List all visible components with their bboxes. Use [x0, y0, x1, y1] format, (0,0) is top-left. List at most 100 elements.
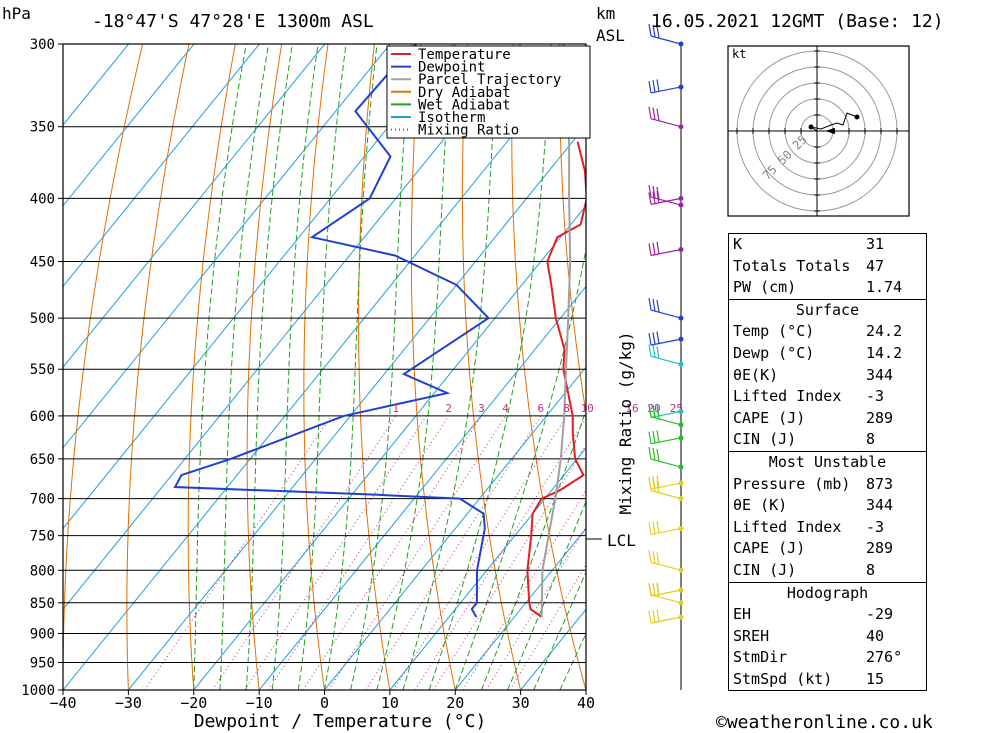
y-tick-label: 500: [30, 311, 55, 327]
y-tick-label: 400: [30, 191, 55, 207]
y-tick-label: 650: [30, 452, 55, 468]
wind-barb-feather: [656, 584, 660, 597]
legend-label: Dewpoint: [418, 60, 485, 76]
mu-cape-label: CAPE (J): [733, 539, 806, 558]
wind-barb-feather: [652, 185, 656, 199]
wind-barb: [648, 404, 682, 426]
theta-label: θE(K): [733, 365, 779, 384]
isotherm-line: [63, 44, 391, 449]
isotherm-line: [258, 285, 586, 690]
wind-barb-staff: [650, 35, 682, 45]
wind-barb-feather: [652, 479, 656, 492]
copyright[interactable]: ©weatheronline.co.uk: [716, 712, 933, 733]
y-tick-label: 300: [30, 37, 55, 53]
isobar-lines: [58, 43, 586, 691]
surface-title: Surface: [795, 300, 860, 319]
wind-barb-feather: [648, 192, 652, 205]
wind-barb: [648, 430, 682, 445]
wet-adiabat-line: [324, 44, 378, 690]
wind-barb-staff: [650, 86, 682, 94]
most-unstable-title: Most Unstable: [768, 452, 887, 471]
wind-barb-feather: [656, 520, 660, 534]
hpa-label: hPa: [2, 4, 31, 23]
indices-panel: K 31 Totals Totals 47 PW (cm) 1.74 Surface …: [728, 233, 927, 692]
wind-barb-feather: [652, 447, 656, 461]
wind-barb-feather: [652, 610, 656, 623]
wind-barb-feather: [652, 332, 656, 345]
isotherm-line: [324, 366, 586, 690]
li-label: Lifted Index: [733, 387, 842, 406]
wind-barb-feather: [656, 475, 660, 488]
x-tick-label: 10: [381, 694, 399, 712]
wind-barb-feather: [656, 108, 660, 121]
wind-barb-feather: [656, 448, 660, 462]
tt-label: Totals Totals: [733, 256, 851, 275]
dry-adiabat-line: [63, 44, 144, 690]
dry-adiabat-line: [559, 44, 586, 416]
wind-barb-feather: [652, 521, 656, 534]
mixing-ratio-label: 3: [478, 402, 485, 415]
wind-barb-staff: [650, 410, 682, 419]
mixing-ratio-line: [328, 415, 506, 690]
wind-barb-staff: [650, 118, 682, 128]
legend-label: Isotherm: [418, 110, 485, 126]
wind-barb-feather: [648, 80, 652, 94]
wind-barb-feather: [652, 242, 656, 255]
dry-adiabat-line: [358, 44, 391, 690]
profile-lines: [173, 44, 586, 618]
tt-value: 47: [866, 256, 885, 275]
wind-barb: [648, 184, 682, 206]
wet-adiabat-line: [507, 500, 586, 690]
stmspd-label: StmSpd (kt): [733, 669, 833, 688]
mu-li-value: -3: [866, 517, 885, 536]
y-tick-label: 700: [30, 492, 55, 508]
y-tick-label: 800: [30, 563, 55, 579]
wind-barb: [648, 582, 682, 604]
cape-value: 289: [866, 408, 894, 427]
mixing-ratio-label: 6: [537, 402, 544, 415]
km-label: km: [596, 4, 615, 23]
wind-barb-staff: [650, 338, 682, 346]
wind-barb: [648, 446, 682, 468]
wind-barb-feather: [656, 346, 660, 359]
wind-barb-staff: [650, 196, 682, 206]
y-tick-label: 350: [30, 120, 55, 136]
dewp-label: Dewp (°C): [733, 343, 815, 362]
wind-barb-feather: [648, 446, 652, 460]
dry-adiabat-line: [246, 44, 283, 690]
dry-adiabat-line: [126, 44, 190, 690]
mixing-ratio-label: 8: [563, 402, 570, 415]
x-tick-label: 40: [577, 694, 595, 712]
isotherm-line: [63, 44, 522, 611]
mixing-ratio-label: 10: [581, 402, 594, 415]
asl-label: ASL: [596, 26, 625, 45]
wind-barb: [648, 520, 682, 536]
y-tick-label: 950: [30, 655, 55, 671]
x-tick-label: 30: [512, 694, 530, 712]
y-tick-label: 900: [30, 626, 55, 642]
wind-barb-feather: [656, 186, 660, 200]
wind-barb-staff: [650, 309, 682, 319]
y-tick-label: 550: [30, 362, 55, 378]
dry-adiabat-line: [977, 44, 1000, 690]
li-value: -3: [866, 387, 885, 406]
wind-dot: [678, 124, 684, 130]
y-tick-label: 450: [30, 255, 55, 271]
mu-cin-label: CIN (J): [733, 560, 797, 579]
legend-label: Mixing Ratio: [418, 123, 519, 139]
y-tick-label: 750: [30, 529, 55, 545]
mu-cape-value: 289: [866, 539, 894, 558]
wind-barb-feather: [648, 106, 652, 119]
wind-barb-feather: [648, 404, 652, 417]
wind-barb-feather: [652, 24, 656, 38]
stmdir-value: 276°: [866, 648, 903, 667]
series-temperature: [526, 141, 586, 618]
x-tick-label: −30: [115, 694, 142, 712]
lcl-label: LCL: [607, 531, 636, 550]
wet-adiabat-line: [402, 44, 499, 690]
wind-barb-feather: [648, 611, 652, 624]
isotherm-line: [193, 204, 586, 690]
wind-barb-feather: [656, 241, 660, 255]
